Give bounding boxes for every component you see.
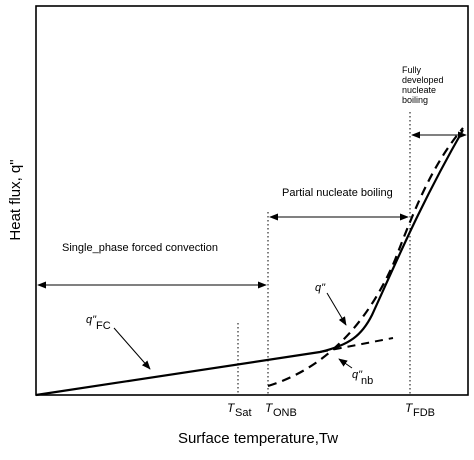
tfdb-label-base: T bbox=[405, 401, 414, 415]
q-total-leader-arrow bbox=[326, 292, 347, 326]
fully-developed-label-line4: boiling bbox=[402, 95, 428, 105]
tfdb-label-sub: FDB bbox=[413, 407, 435, 419]
q-nb-label-base: q" bbox=[352, 369, 363, 381]
tsat-label: T Sat bbox=[227, 401, 252, 419]
q-fc-label-base: q" bbox=[86, 314, 97, 326]
q-fc-dashed-extension bbox=[319, 337, 394, 353]
q-nb-dashed-curve bbox=[267, 127, 464, 388]
tonb-label: T ONB bbox=[265, 401, 297, 419]
q-nb-label: q" nb bbox=[352, 369, 373, 387]
tonb-label-sub: ONB bbox=[273, 407, 297, 419]
tonb-label-base: T bbox=[265, 401, 274, 415]
tsat-label-base: T bbox=[227, 401, 236, 415]
plot-frame bbox=[35, 5, 469, 396]
q-fc-label: q" FC bbox=[86, 314, 111, 332]
q-fc-leader-arrow bbox=[113, 327, 151, 370]
y-axis-label: Heat flux, q" bbox=[7, 159, 24, 240]
fully-developed-label-line1: Fully bbox=[402, 65, 422, 75]
fully-developed-label-line2: developed bbox=[402, 75, 444, 85]
q-total-label: q" bbox=[315, 282, 326, 294]
x-axis-label: Surface temperature,Tw bbox=[178, 430, 338, 447]
q-nb-leader-arrow bbox=[338, 358, 353, 369]
tfdb-label: T FDB bbox=[405, 401, 435, 419]
tsat-label-sub: Sat bbox=[235, 407, 252, 419]
q-total-solid-curve bbox=[35, 129, 464, 397]
fully-developed-label-line3: nucleate bbox=[402, 85, 436, 95]
q-nb-label-sub: nb bbox=[361, 375, 373, 387]
partial-boiling-region-label: Partial nucleate boiling bbox=[282, 187, 393, 199]
q-fc-label-sub: FC bbox=[96, 320, 111, 332]
single-phase-region-label: Single_phase forced convection bbox=[62, 242, 218, 254]
